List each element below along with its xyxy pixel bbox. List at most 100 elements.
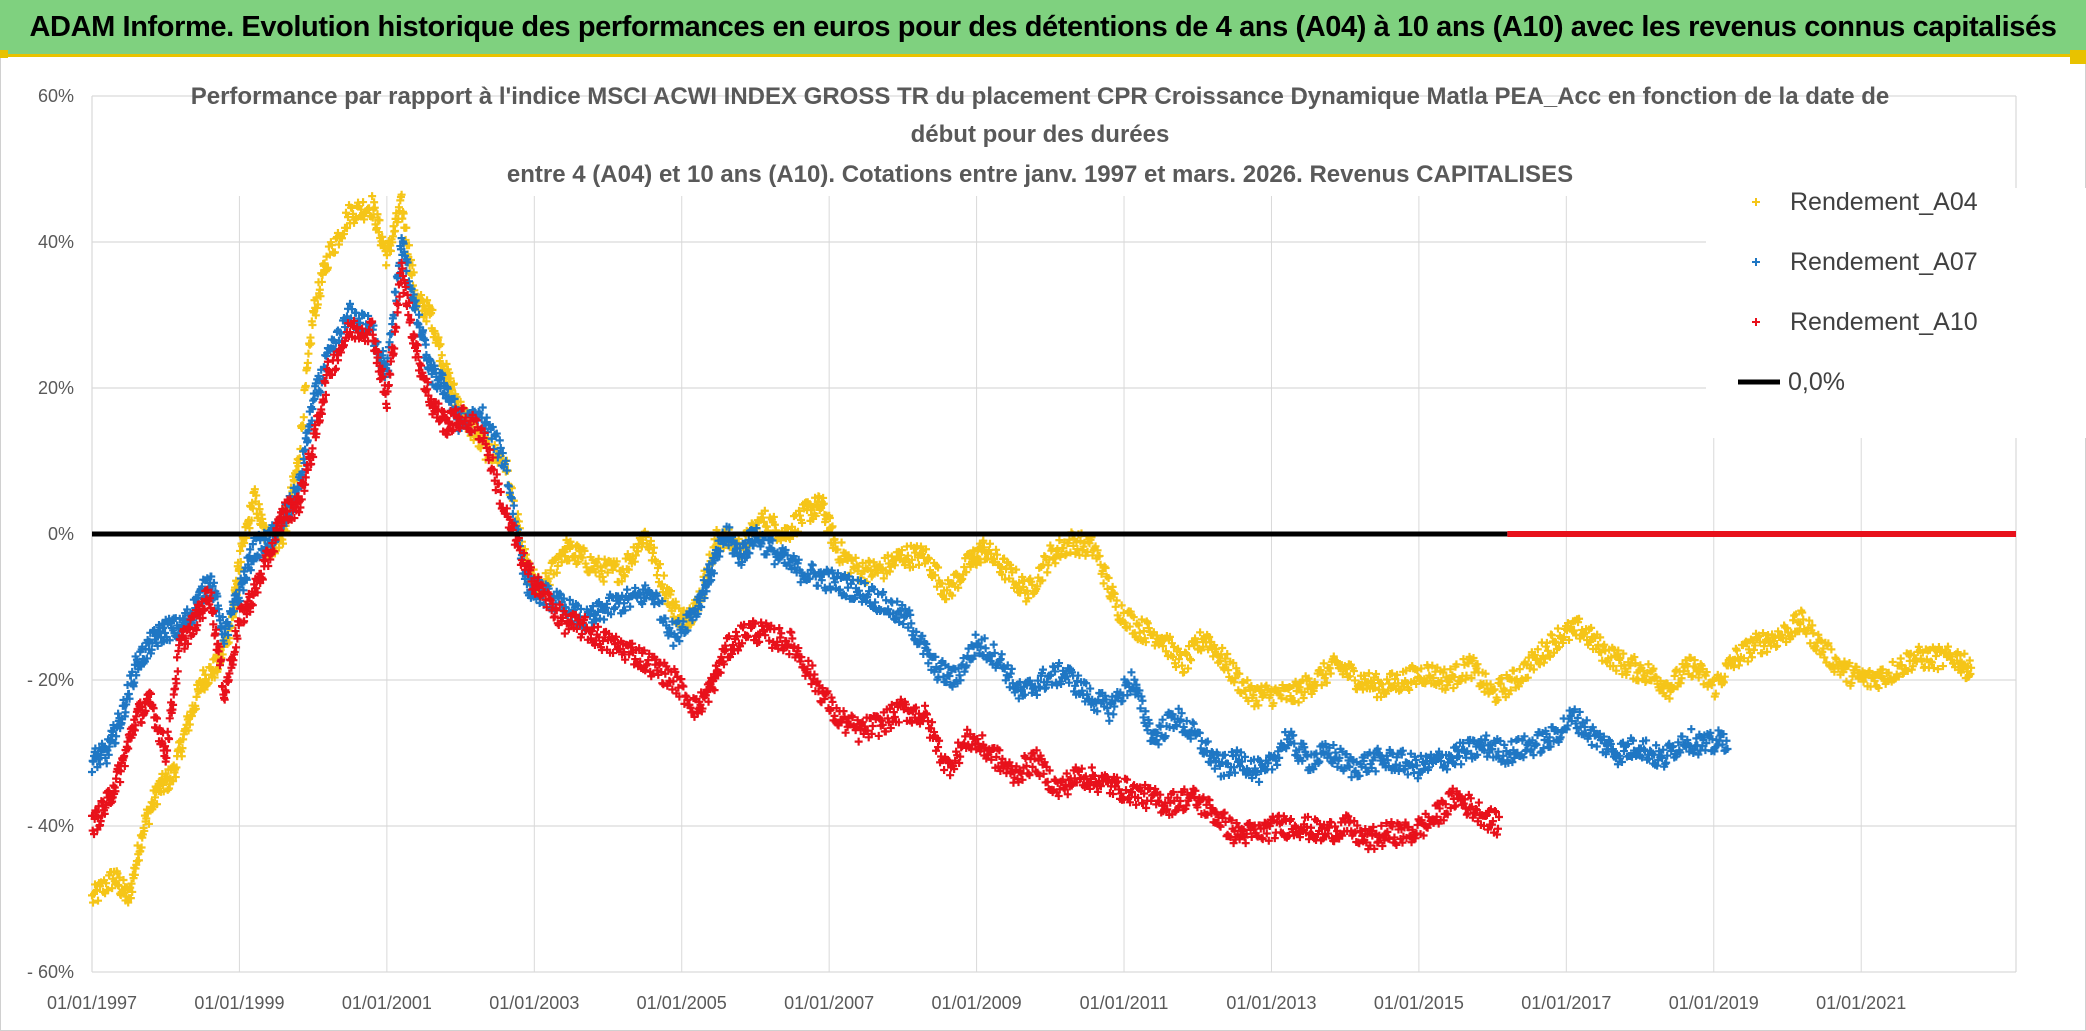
data-point	[173, 653, 182, 662]
data-point	[382, 251, 391, 260]
data-point	[213, 665, 222, 674]
data-point	[1553, 624, 1562, 633]
data-point	[971, 630, 980, 639]
data-point	[247, 516, 256, 525]
data-point	[623, 550, 632, 559]
data-point	[573, 541, 582, 550]
data-point	[126, 883, 135, 892]
data-point	[811, 512, 820, 521]
data-point	[307, 339, 316, 348]
data-point	[159, 787, 168, 796]
data-point	[623, 585, 632, 594]
x-tick-label: 01/01/2019	[1669, 993, 1759, 1013]
data-point	[409, 268, 418, 277]
data-point	[163, 785, 172, 794]
data-point	[1033, 582, 1042, 591]
x-tick-label: 01/01/1999	[194, 993, 284, 1013]
data-point	[920, 701, 929, 710]
report-banner: ADAM Informe. Evolution historique des p…	[0, 0, 2086, 57]
data-point	[509, 501, 518, 510]
data-point	[446, 374, 455, 383]
data-point	[1319, 659, 1328, 668]
data-point	[368, 213, 377, 222]
data-point	[1024, 594, 1033, 603]
data-point	[142, 814, 151, 823]
data-point	[810, 670, 819, 679]
data-point	[1008, 568, 1017, 577]
data-point	[200, 685, 209, 694]
data-point	[620, 572, 629, 581]
x-tick-label: 01/01/2005	[637, 993, 727, 1013]
data-point	[1255, 777, 1264, 786]
data-point	[248, 504, 257, 513]
data-point	[171, 684, 180, 693]
x-tick-label: 01/01/2013	[1226, 993, 1316, 1013]
data-point	[341, 208, 350, 217]
data-point	[798, 518, 807, 527]
x-tick-label: 01/01/2017	[1521, 993, 1611, 1013]
data-point	[624, 565, 633, 574]
data-point	[435, 357, 444, 366]
data-point	[907, 555, 916, 564]
data-point	[232, 643, 241, 652]
data-point	[759, 517, 768, 526]
data-point	[119, 875, 128, 884]
data-point	[925, 554, 934, 563]
data-point	[1028, 580, 1037, 589]
data-point	[931, 571, 940, 580]
data-point	[1592, 742, 1601, 751]
data-point	[1105, 716, 1114, 725]
data-point	[399, 209, 408, 218]
data-point	[137, 843, 146, 852]
data-point	[240, 539, 249, 548]
data-point	[375, 216, 384, 225]
x-tick-label: 01/01/2009	[932, 993, 1022, 1013]
data-point	[1196, 628, 1205, 637]
data-point	[1268, 765, 1277, 774]
data-point	[169, 777, 178, 786]
data-point	[150, 793, 159, 802]
data-point	[218, 650, 227, 659]
data-point	[175, 738, 184, 747]
data-point	[858, 558, 867, 567]
data-point	[578, 553, 587, 562]
data-point	[651, 557, 660, 566]
data-point	[675, 604, 684, 613]
data-point	[278, 539, 287, 548]
data-point	[1507, 737, 1516, 746]
data-point	[603, 568, 612, 577]
x-axis-ticks: 01/01/1997 01/01/1999 01/01/2001 01/01/2003…	[47, 993, 1906, 1013]
data-point	[434, 333, 443, 342]
data-point	[998, 570, 1007, 579]
data-point	[428, 306, 437, 315]
data-point	[1509, 666, 1518, 675]
data-point	[599, 615, 608, 624]
data-point	[1842, 677, 1851, 686]
data-point	[1687, 725, 1696, 734]
data-point	[1587, 740, 1596, 749]
data-point	[352, 213, 361, 222]
data-point	[669, 612, 678, 621]
data-point	[1023, 586, 1032, 595]
data-point	[825, 514, 834, 523]
data-point	[115, 873, 124, 882]
data-point	[851, 553, 860, 562]
data-point	[391, 288, 400, 297]
data-point	[408, 261, 417, 270]
data-point	[382, 261, 391, 270]
data-point	[828, 522, 837, 531]
data-point	[397, 190, 406, 199]
data-point	[1218, 643, 1227, 652]
chart-title: Performance par rapport à l'indice MSCI …	[191, 83, 1890, 188]
data-point	[938, 579, 947, 588]
data-point	[837, 538, 846, 547]
data-point	[370, 203, 379, 212]
data-point	[916, 542, 925, 551]
data-point	[173, 667, 182, 676]
data-point	[199, 666, 208, 675]
data-point	[553, 561, 562, 570]
data-point	[966, 562, 975, 571]
data-point	[874, 731, 883, 740]
data-point	[386, 247, 395, 256]
data-point	[1127, 668, 1136, 677]
